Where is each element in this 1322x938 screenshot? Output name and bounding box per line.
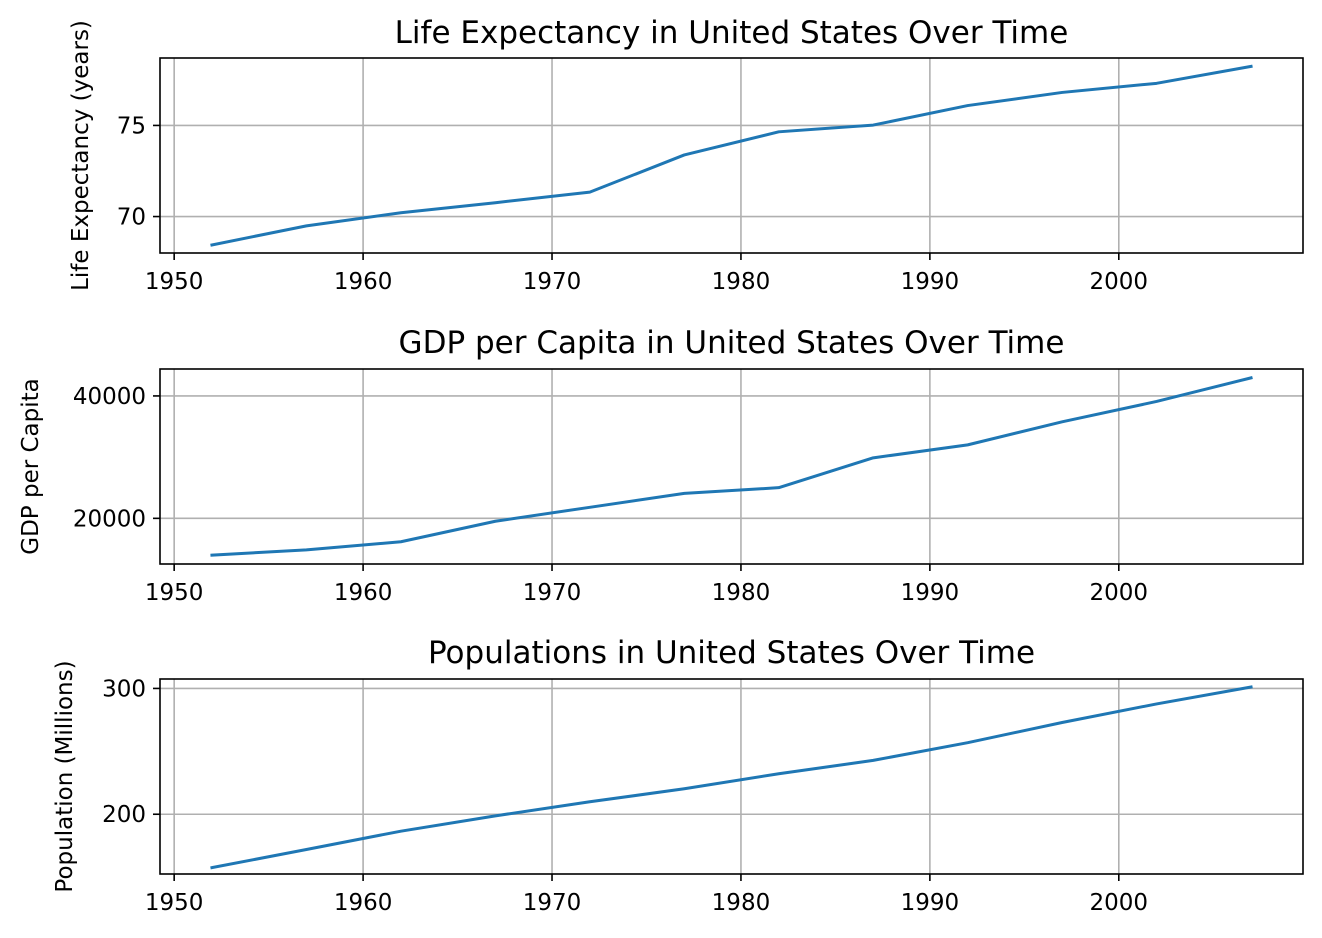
plot-frame <box>159 368 1304 565</box>
x-tick-label: 1960 <box>334 269 393 295</box>
chart-title: GDP per Capita in United States Over Tim… <box>399 325 1065 361</box>
grid-lines <box>160 58 1303 253</box>
subplot-gdp-per-capita: 1950 1960 1970 1980 1990 2000 20000 40000 GDP p… <box>18 325 1304 606</box>
tick-layer: 1950 1960 1970 1980 1990 2000 20000 40000 <box>73 384 1148 606</box>
x-tick-label: 1960 <box>334 890 393 916</box>
y-axis-label: GDP per Capita <box>18 378 44 555</box>
x-tick-label: 1960 <box>334 580 393 606</box>
x-tick-label: 1950 <box>145 890 204 916</box>
y-axis-label: Life Expectancy (years) <box>68 20 94 291</box>
series-line <box>210 64 1253 247</box>
x-tick-label: 1980 <box>712 269 771 295</box>
y-tick-label: 70 <box>117 205 146 231</box>
series-layer <box>210 376 1253 557</box>
x-tick-label: 1970 <box>523 580 582 606</box>
grid-lines <box>160 369 1303 564</box>
x-tick-label: 1950 <box>145 580 204 606</box>
tick-layer: 1950 1960 1970 1980 1990 2000 200 300 <box>102 676 1148 916</box>
tick-layer: 1950 1960 1970 1980 1990 2000 70 75 <box>117 113 1148 295</box>
x-tick-label: 2000 <box>1090 269 1149 295</box>
x-tick-label: 1990 <box>901 580 960 606</box>
subplot-life-expectancy: 1950 1960 1970 1980 1990 2000 70 75 Life Expect… <box>68 15 1304 295</box>
x-tick-label: 1980 <box>712 580 771 606</box>
chart-title: Populations in United States Over Time <box>428 635 1035 671</box>
plot-frame <box>159 57 1304 254</box>
y-axis-label: Population (Millions) <box>52 660 78 892</box>
y-tick-label: 300 <box>102 676 146 702</box>
x-tick-label: 2000 <box>1090 580 1149 606</box>
chart-title: Life Expectancy in United States Over Ti… <box>395 15 1069 51</box>
x-tick-label: 1990 <box>901 890 960 916</box>
y-tick-label: 20000 <box>73 506 146 532</box>
plot-frame <box>159 678 1304 875</box>
x-tick-label: 1950 <box>145 269 204 295</box>
grid-lines <box>160 679 1303 874</box>
series-line <box>210 376 1253 557</box>
x-tick-label: 1970 <box>523 269 582 295</box>
y-tick-label: 200 <box>102 802 146 828</box>
series-line <box>210 685 1253 870</box>
y-tick-label: 75 <box>117 113 146 139</box>
subplot-population: 1950 1960 1970 1980 1990 2000 200 300 Populatio… <box>52 635 1304 916</box>
x-tick-label: 1990 <box>901 269 960 295</box>
y-tick-label: 40000 <box>73 384 146 410</box>
series-layer <box>210 64 1253 247</box>
x-tick-label: 1970 <box>523 890 582 916</box>
series-layer <box>210 685 1253 870</box>
x-tick-label: 2000 <box>1090 890 1149 916</box>
x-tick-label: 1980 <box>712 890 771 916</box>
